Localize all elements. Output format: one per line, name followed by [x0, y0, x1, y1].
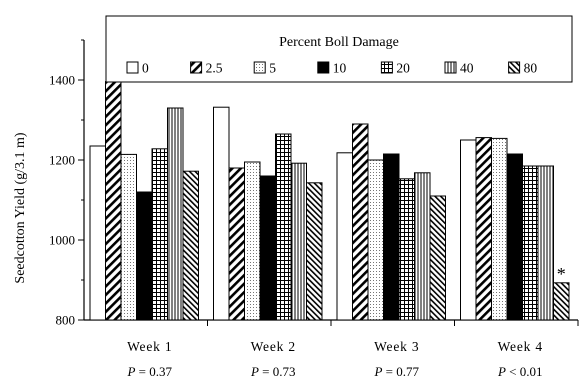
bar-week-4-series-5	[491, 137, 508, 321]
legend-title: Percent Boll Damage	[279, 35, 399, 50]
bar-week-2-series-20	[275, 133, 292, 321]
bar-week-3-series-40	[414, 172, 431, 321]
y-axis-label: Seedcotton Yield (g/3.1 m)	[13, 132, 28, 283]
legend-swatch-40	[444, 61, 457, 74]
legend-box	[105, 15, 573, 83]
p-value-label: P = 0.37	[126, 364, 172, 379]
x-category-label: Week 2	[251, 339, 296, 354]
legend-label: 5	[269, 61, 276, 76]
legend: Percent Boll Damage 0 2.5 5 10 20 40 80	[105, 15, 573, 83]
bar-week-4-series-40	[537, 165, 554, 321]
p-value-labels: P = 0.37 P = 0.73 P = 0.77 P < 0.01	[126, 364, 542, 379]
bar-week-3-series-10	[383, 153, 400, 321]
y-tick-label: 1400	[49, 73, 75, 88]
x-category-label: Week 1	[127, 339, 172, 354]
legend-label: 2.5	[206, 61, 223, 76]
legend-swatch-5	[253, 61, 266, 74]
bar-week-2-series-40	[290, 162, 307, 321]
legend-swatch-20	[380, 61, 393, 74]
x-category-label: Week 3	[374, 339, 419, 354]
legend-swatch-80	[508, 61, 521, 74]
bar-week-2-series-10	[259, 175, 276, 321]
bar-week-2-series-2-5	[228, 167, 245, 321]
bar-week-3-series-2-5	[352, 123, 369, 321]
bar-week-1-series-2-5	[105, 81, 122, 321]
p-value-label: P = 0.77	[373, 364, 419, 379]
y-tick-label: 1200	[49, 153, 75, 168]
p-value-label: P = 0.73	[250, 364, 296, 379]
annotations: *	[557, 264, 566, 284]
x-axis-labels: Week 1 Week 2 Week 3 Week 4	[127, 339, 543, 354]
legend-swatch-2-5	[190, 61, 203, 74]
significance-annotation: *	[557, 264, 566, 284]
bar-week-2-series-0	[213, 106, 230, 321]
x-category-label: Week 4	[498, 339, 543, 354]
bar-week-2-series-80	[306, 182, 323, 321]
bar-week-1-series-10	[136, 191, 153, 321]
legend-swatch-10	[317, 61, 330, 74]
bar-week-4-series-80	[553, 282, 570, 321]
legend-label: 40	[460, 61, 474, 76]
legend-swatch-0	[126, 61, 139, 74]
bar-week-2-series-5	[244, 161, 261, 321]
bar-week-4-series-20	[522, 165, 539, 321]
bars	[89, 81, 570, 321]
bar-week-3-series-80	[429, 195, 446, 321]
p-value-label: P < 0.01	[497, 364, 543, 379]
bar-week-1-series-0	[89, 145, 106, 321]
bar-week-4-series-10	[506, 153, 523, 321]
bar-week-3-series-20	[398, 178, 415, 321]
y-axis-ticks: 800 1000 1200 1400	[49, 39, 84, 328]
y-tick-label: 1000	[49, 233, 75, 248]
legend-label: 10	[333, 61, 347, 76]
bar-week-4-series-0	[460, 139, 477, 321]
bar-week-1-series-20	[151, 148, 168, 321]
bar-week-1-series-5	[120, 153, 137, 321]
legend-label: 20	[396, 61, 410, 76]
bar-week-3-series-0	[336, 152, 353, 321]
legend-label: 80	[524, 61, 538, 76]
bar-week-1-series-80	[182, 170, 199, 321]
bar-week-1-series-40	[167, 107, 184, 321]
bar-week-4-series-2-5	[475, 137, 492, 321]
y-tick-label: 800	[56, 313, 76, 328]
legend-label: 0	[142, 61, 149, 76]
bar-week-3-series-5	[367, 159, 384, 321]
